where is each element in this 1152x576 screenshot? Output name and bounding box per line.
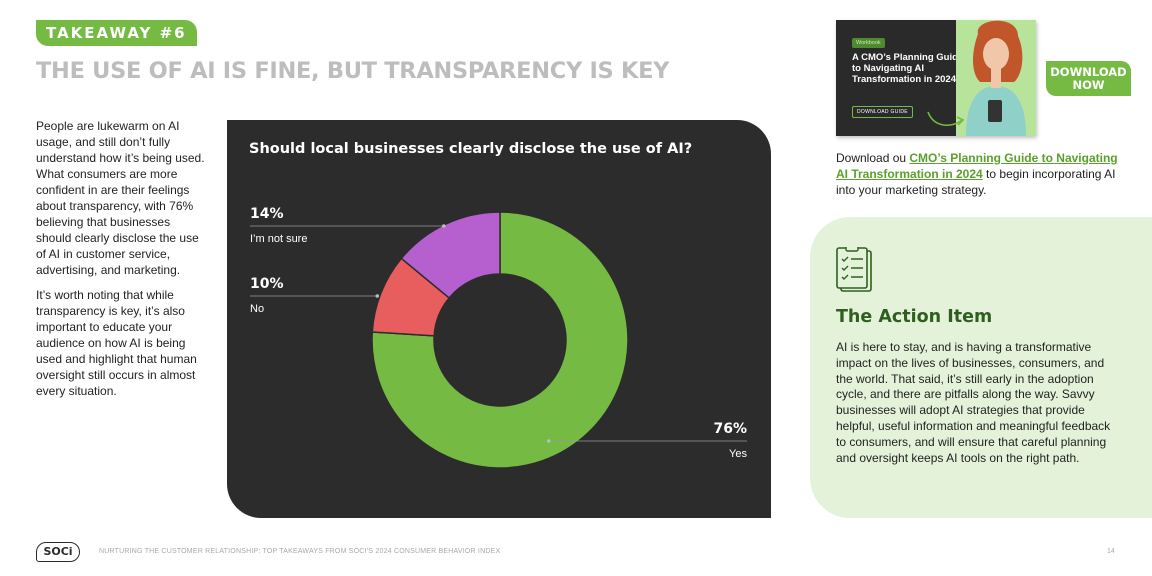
data-label-yes: 76%	[713, 421, 747, 437]
footer-text: NURTURING THE CUSTOMER RELATIONSHIP: TOP…	[99, 548, 501, 555]
soci-logo: SOCi	[36, 542, 80, 562]
checklist-icon	[836, 247, 872, 292]
page-title: THE USE OF AI IS FINE, BUT TRANSPARENCY …	[36, 58, 670, 84]
guide-link[interactable]: CMO’s Planning Guide to Navigating AI Tr…	[836, 151, 1118, 181]
leader-dot-i-m-not-sure	[441, 224, 446, 228]
donut-chart-card: Should local businesses clearly disclose…	[227, 120, 771, 518]
donut-slice-i-m-not-sure	[400, 211, 501, 299]
download-description: Download ou CMO’s Planning Guide to Navi…	[836, 150, 1126, 198]
woman-photo-illustration	[956, 20, 1036, 136]
takeaway-badge: TAKEAWAY #6	[36, 20, 197, 46]
intro-paragraph-1: People are lukewarm on AI usage, and sti…	[36, 119, 205, 277]
page-number: 14	[1107, 548, 1115, 555]
download-now-button[interactable]: DOWNLOAD NOW	[1046, 61, 1131, 96]
donut-chart: Should local businesses clearly disclose…	[249, 141, 747, 469]
action-item-body: AI is here to stay, and is having a tran…	[836, 340, 1111, 465]
donut-slice-yes	[371, 211, 629, 469]
category-label-no: No	[250, 303, 264, 315]
workbook-tag: Workbook	[852, 38, 885, 48]
intro-paragraph-2: It’s worth noting that while transparenc…	[36, 288, 197, 398]
leader-dot-yes	[546, 439, 551, 443]
category-label-yes: Yes	[729, 448, 747, 460]
chart-title: Should local businesses clearly disclose…	[249, 141, 692, 157]
leader-dot-no	[375, 294, 380, 298]
curved-arrow-icon	[927, 111, 965, 127]
action-item-card: The Action Item AI is here to stay, and …	[810, 217, 1152, 518]
action-item-title: The Action Item	[836, 307, 993, 327]
guide-cover-title: A CMO’s Planning Guide to Navigating AI …	[852, 52, 964, 85]
data-label-no: 10%	[250, 276, 284, 292]
category-label-i-m-not-sure: I’m not sure	[250, 233, 307, 245]
guide-cover-image[interactable]: Workbook A CMO’s Planning Guide to Navig…	[836, 20, 1036, 136]
data-label-i-m-not-sure: 14%	[250, 206, 284, 222]
intro-text: People are lukewarm on AI usage, and sti…	[36, 118, 208, 408]
download-text-prefix: Download ou	[836, 151, 910, 165]
download-text-suffix: to begin incorporating AI into your mark…	[836, 167, 1116, 197]
cover-download-guide-button: DOWNLOAD GUIDE	[852, 106, 913, 118]
